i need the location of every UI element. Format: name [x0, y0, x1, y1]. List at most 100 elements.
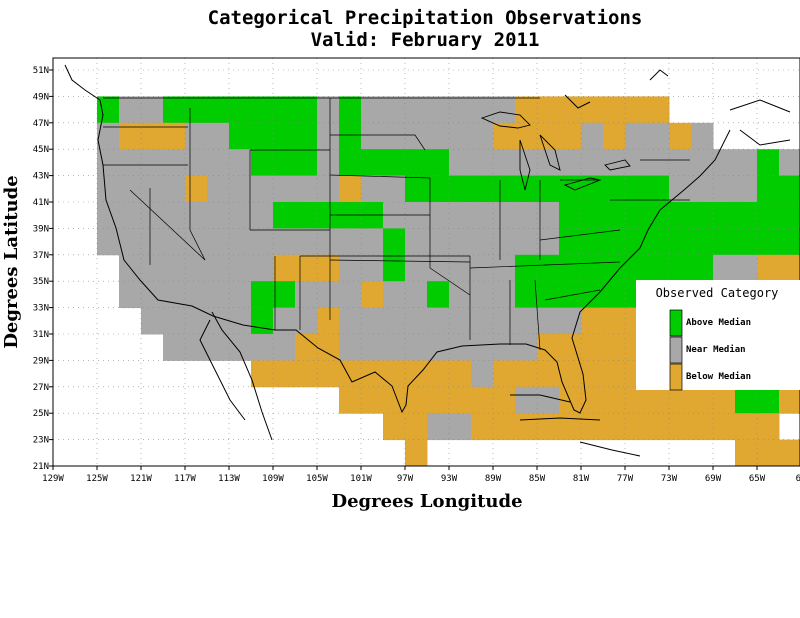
latitude-tick: 27N [33, 383, 49, 393]
grid-cell-below-median [493, 386, 516, 414]
grid-cell-near-median [229, 307, 252, 335]
latitude-tick: 45N [33, 145, 49, 155]
grid-cell-above-median [757, 386, 780, 414]
grid-cell-below-median [515, 360, 538, 388]
grid-cell-near-median [97, 149, 120, 177]
grid-cell-near-median [493, 96, 516, 124]
grid-cell-near-median [207, 175, 230, 203]
grid-cell-near-median [493, 149, 516, 177]
grid-cell-above-median [361, 149, 384, 177]
grid-cell-above-median [405, 149, 428, 177]
legend-swatch-above-median [669, 309, 683, 337]
grid-cell-near-median [141, 175, 164, 203]
grid-cell-above-median [669, 254, 692, 282]
grid-cell-above-median [273, 149, 296, 177]
grid-cell-near-median [97, 228, 120, 256]
grid-cell-near-median [559, 149, 582, 177]
grid-cell-above-median [559, 281, 582, 309]
grid-cell-near-median [361, 175, 384, 203]
grid-cell-below-median [625, 386, 648, 414]
longitude-tick: 89W [485, 474, 502, 484]
grid-cell-above-median [251, 122, 274, 150]
grid-cell-near-median [207, 307, 230, 335]
legend-swatch-below-median [669, 363, 683, 391]
grid-cell-near-median [185, 254, 208, 282]
grid-cell-near-median [207, 202, 230, 229]
latitude-tick: 41N [33, 198, 49, 208]
grid-cell-above-median [537, 281, 560, 309]
grid-cell-near-median [383, 307, 406, 335]
grid-cell-near-median [251, 254, 274, 282]
legend-swatch-near-median [669, 336, 683, 364]
latitude-tick: 21N [33, 462, 49, 472]
grid-cell-below-median [361, 386, 384, 414]
latitude-tick: 49N [33, 92, 49, 102]
grid-cell-near-median [361, 307, 384, 335]
grid-cell-near-median [383, 96, 406, 124]
grid-cell-above-median [713, 228, 736, 256]
grid-cell-near-median [383, 122, 406, 150]
grid-cell-near-median [97, 175, 120, 203]
grid-cell-below-median [317, 307, 340, 335]
grid-cell-above-median [207, 96, 230, 124]
grid-cell-above-median [229, 96, 252, 124]
grid-cell-below-median [757, 413, 780, 441]
grid-cell-below-median [493, 360, 516, 388]
grid-cell-near-median [119, 96, 142, 124]
grid-cell-above-median [427, 149, 450, 177]
grid-cell-near-median [185, 307, 208, 335]
legend-label-below-median: Below Median [686, 371, 751, 382]
grid-cell-above-median [295, 149, 318, 177]
grid-cell-above-median [625, 254, 648, 282]
grid-cell-above-median [779, 228, 800, 256]
grid-cell-above-median [449, 175, 472, 203]
grid-cell-above-median [691, 228, 714, 256]
grid-cell-near-median [295, 175, 318, 203]
grid-cell-near-median [405, 307, 428, 335]
grid-cell-near-median [449, 307, 472, 335]
grid-cell-near-median [405, 96, 428, 124]
grid-cell-near-median [493, 281, 516, 309]
grid-cell-above-median [185, 96, 208, 124]
grid-cell-near-median [581, 122, 604, 150]
grid-cell-below-median [163, 122, 186, 150]
grid-cell-near-median [97, 122, 120, 150]
grid-cell-below-median [603, 307, 626, 335]
grid-cell-below-median [691, 386, 714, 414]
grid-cell-above-median [295, 96, 318, 124]
grid-cell-above-median [427, 281, 450, 309]
grid-cell-near-median [493, 228, 516, 256]
legend: Observed Category Above Median Near Medi… [636, 280, 800, 391]
grid-cell-near-median [427, 228, 450, 256]
longitude-tick: 129W [42, 474, 64, 484]
grid-cell-below-median [669, 413, 692, 441]
grid-cell-above-median [493, 175, 516, 203]
grid-cell-above-median [537, 254, 560, 282]
grid-cell-below-median [317, 334, 340, 361]
longitude-tick: 121W [130, 474, 152, 484]
grid-cell-below-median [383, 413, 406, 441]
grid-cell-above-median [515, 175, 538, 203]
grid-cell-above-median [163, 96, 186, 124]
grid-cell-near-median [229, 149, 252, 177]
grid-cell-below-median [603, 413, 626, 441]
grid-cell-near-median [713, 175, 736, 203]
grid-cell-above-median [471, 175, 494, 203]
grid-cell-near-median [427, 334, 450, 361]
plot-frame [52, 57, 800, 467]
grid-cell-above-median [713, 202, 736, 229]
grid-cell-near-median [691, 175, 714, 203]
grid-cell-below-median [559, 413, 582, 441]
grid-cell-below-median [493, 122, 516, 150]
grid-cell-above-median [383, 149, 406, 177]
grid-cell-below-median [581, 96, 604, 124]
grid-cell-near-median [471, 149, 494, 177]
grid-cell-above-median [603, 175, 626, 203]
legend-label-near-median: Near Median [686, 344, 746, 355]
grid-cell-near-median [537, 202, 560, 229]
grid-cell-below-median [427, 386, 450, 414]
grid-cell-near-median [713, 254, 736, 282]
longitude-tick: 85W [529, 474, 546, 484]
grid-cell-below-median [559, 122, 582, 150]
grid-cell-near-median [141, 202, 164, 229]
